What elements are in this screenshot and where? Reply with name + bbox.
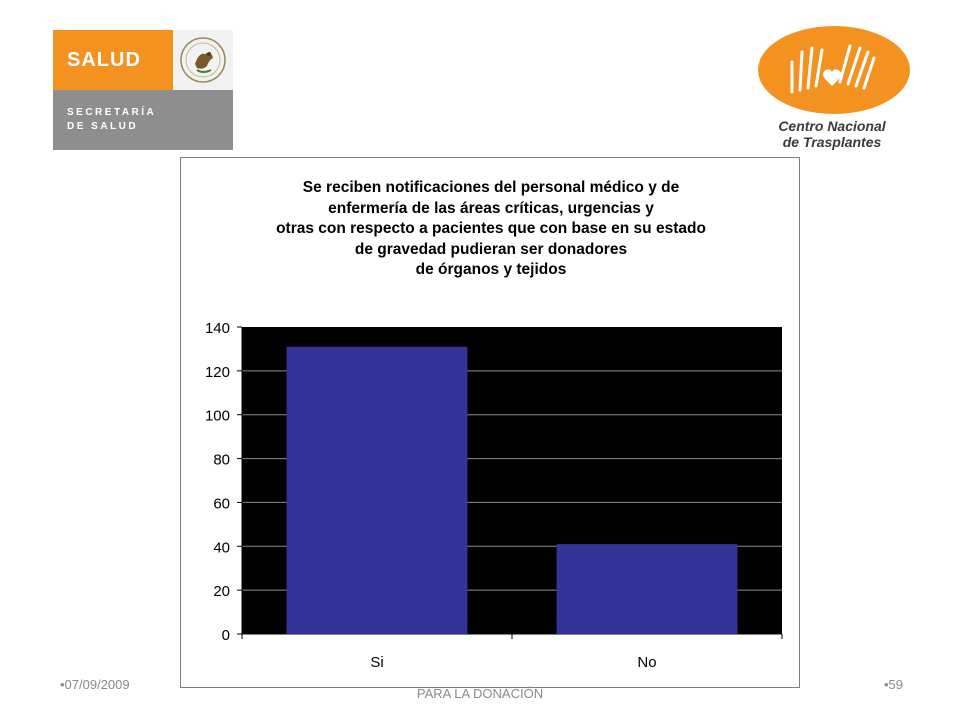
y-tick-label: 140 bbox=[205, 320, 230, 337]
chart-title: Se reciben notificaciones del personal m… bbox=[181, 178, 801, 281]
cenatra-logo: Centro Nacional de Trasplantes bbox=[752, 22, 912, 154]
salud-logo-subtitle-line2: DE SALUD bbox=[67, 121, 139, 132]
y-tick-label: 20 bbox=[213, 583, 230, 600]
mexican-coat-of-arms-icon bbox=[173, 30, 233, 90]
salud-logo-subtitle-band: SECRETARÍA DE SALUD bbox=[53, 90, 233, 150]
y-tick-label: 80 bbox=[213, 452, 230, 469]
y-tick-label: 40 bbox=[213, 539, 230, 556]
y-tick-label: 60 bbox=[213, 495, 230, 512]
cenatra-logo-line2: de Trasplantes bbox=[782, 134, 882, 150]
y-tick-label: 120 bbox=[205, 364, 230, 381]
bar bbox=[286, 346, 468, 634]
chart-title-line: Se reciben notificaciones del personal m… bbox=[302, 179, 680, 196]
chart-title-line: enfermería de las áreas críticas, urgenc… bbox=[328, 199, 654, 217]
chart-title-line: de gravedad pudieran ser donadores bbox=[354, 240, 628, 258]
x-tick-label: Si bbox=[370, 654, 383, 671]
chart-title-line: otras con respecto a pacientes que con b… bbox=[276, 220, 706, 237]
bar-chart: 0 20 40 60 80 100 120 140 Si No bbox=[205, 320, 783, 671]
y-tick-label: 0 bbox=[222, 627, 230, 644]
salud-logo: SALUD SECRETARÍA DE SALUD bbox=[53, 30, 233, 150]
x-tick-label: No bbox=[637, 654, 656, 671]
chart-frame: Se reciben notificaciones del personal m… bbox=[180, 157, 800, 688]
footer-page-number: •59 bbox=[883, 677, 903, 692]
bar bbox=[556, 544, 738, 634]
chart-title-line: de órganos y tejidos bbox=[415, 261, 567, 278]
salud-logo-word: SALUD bbox=[67, 49, 141, 71]
footer-center-text: PARA LA DONACIÓN bbox=[416, 686, 544, 701]
salud-logo-banner: SALUD bbox=[53, 30, 173, 90]
cenatra-logo-line1: Centro Nacional bbox=[778, 118, 886, 134]
y-tick-label: 100 bbox=[205, 408, 230, 425]
hands-heart-icon bbox=[758, 26, 910, 114]
salud-logo-subtitle-line1: SECRETARÍA bbox=[67, 107, 157, 118]
footer-date: •07/09/2009 bbox=[60, 677, 130, 692]
